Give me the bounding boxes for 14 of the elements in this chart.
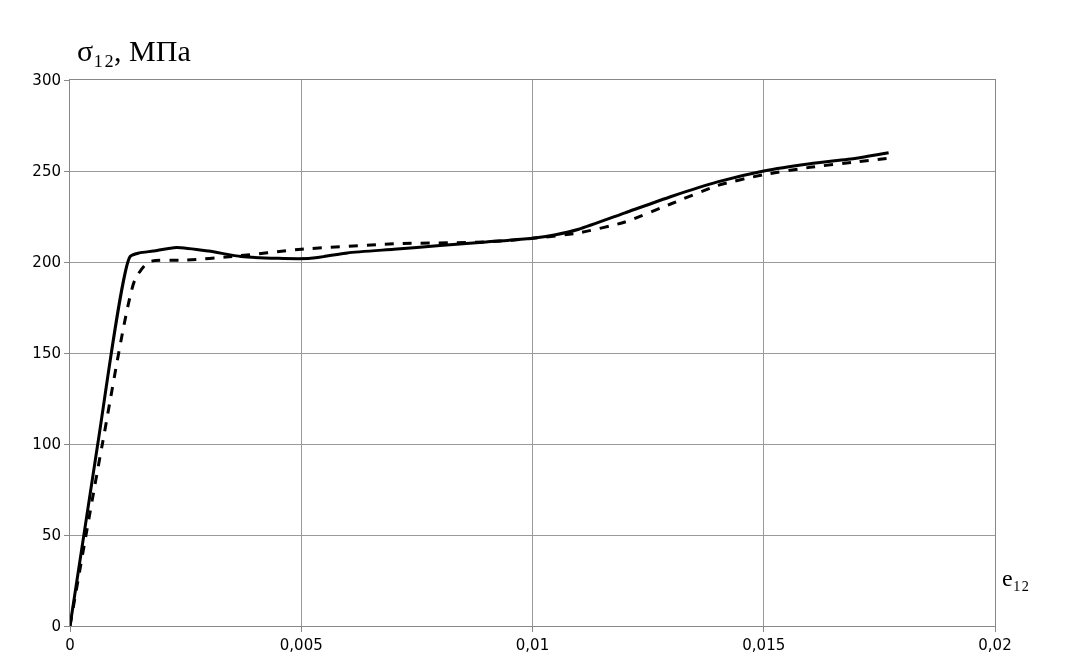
y-tick-label: 0 — [51, 617, 61, 636]
y-tick-label: 50 — [41, 526, 61, 545]
y-tick-label: 250 — [32, 162, 61, 181]
x-axis-title: e₁₂ — [1002, 565, 1030, 591]
y-tick-label: 100 — [32, 435, 61, 454]
x-tick-label: 0,015 — [742, 636, 786, 654]
x-tick-label: 0,005 — [279, 636, 323, 654]
y-axis-title: σ₁₂, МПа — [77, 34, 191, 67]
y-tick-label: 200 — [32, 253, 61, 272]
y-tick-label: 300 — [32, 71, 61, 90]
x-tick-label: 0,01 — [515, 636, 550, 654]
x-tick-label: 0 — [65, 636, 75, 654]
y-tick-label: 150 — [32, 344, 61, 363]
x-tick-label: 0,02 — [978, 636, 1012, 654]
